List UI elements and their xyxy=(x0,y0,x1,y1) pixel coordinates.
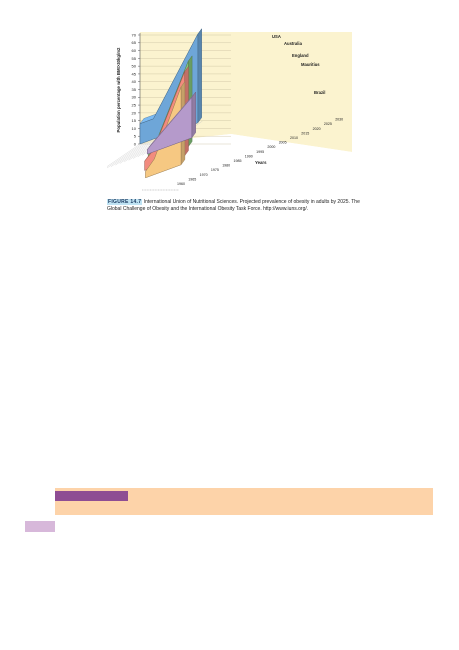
y-tick-label: 55 xyxy=(132,56,137,61)
y-tick-label: 15 xyxy=(132,118,137,123)
x-tick-label: 1985 xyxy=(234,159,242,163)
floor-gridline xyxy=(115,138,154,166)
side-box xyxy=(25,521,55,532)
x-tick-label: 1975 xyxy=(211,168,219,172)
x-tick-label: 1980 xyxy=(222,164,230,168)
caption-label: FIGURE 14.7 xyxy=(107,199,143,205)
series-label-england: England xyxy=(292,53,309,58)
series-label-australia: Australia xyxy=(284,41,303,46)
figure-caption: FIGURE 14.7 International Union of Nutri… xyxy=(107,199,369,213)
y-tick-label: 45 xyxy=(132,71,137,76)
x-tick-label: 1960 xyxy=(177,182,185,186)
series-end-brazil xyxy=(191,91,196,139)
floor-gridline xyxy=(110,140,149,167)
floor-gridline xyxy=(107,143,141,167)
x-tick-label: 2005 xyxy=(279,141,287,145)
series-label-brazil: Brazil xyxy=(314,90,325,95)
caption-text: International Union of Nutritional Scien… xyxy=(107,199,360,212)
series-label-mauritius: Mauritius xyxy=(301,62,320,67)
x-tick-label: 1995 xyxy=(256,150,264,154)
x-tick-label: 2020 xyxy=(313,127,321,131)
series-face-mauritius xyxy=(145,86,182,179)
floor-gridline xyxy=(119,137,158,164)
y-tick-label: 0 xyxy=(134,141,137,146)
floor-gridline xyxy=(107,142,145,169)
series-face-brazil xyxy=(147,96,193,155)
x-tick-label: 2025 xyxy=(324,122,332,126)
x-tick-label: 1970 xyxy=(200,173,208,177)
side-wall xyxy=(231,32,352,152)
y-axis-label: Population percentage with BMI>30kg/m2 xyxy=(116,47,121,132)
x-tick-label: 2000 xyxy=(267,145,275,149)
y-tick-label: 35 xyxy=(132,87,137,92)
x-tick-label: 2010 xyxy=(290,136,298,140)
banner-tab xyxy=(55,491,128,501)
series-end-usa xyxy=(197,28,202,124)
x-tick-label: 2015 xyxy=(301,131,309,135)
x-tick-label: 1965 xyxy=(188,177,196,181)
y-tick-label: 5 xyxy=(134,134,137,139)
obesity-chart: 0 5 10 15 20 25 30 35 40 45 50 55 60 65 70 1960 1965 1970… xyxy=(107,22,359,194)
y-tick-label: 10 xyxy=(132,126,137,131)
y-tick-label: 40 xyxy=(132,79,137,84)
y-tick-label: 70 xyxy=(132,32,137,37)
floor xyxy=(140,134,352,182)
chart-svg: 0510152025303540455055606570196019651970… xyxy=(107,28,352,191)
x-tick-label: 2030 xyxy=(335,118,343,122)
y-tick-label: 65 xyxy=(132,40,137,45)
x-axis-label: Years xyxy=(255,160,267,165)
series-label-usa: USA xyxy=(272,34,281,39)
y-tick-label: 60 xyxy=(132,48,137,53)
y-tick-label: 50 xyxy=(132,64,137,69)
x-tick-label: 1990 xyxy=(245,154,253,158)
y-tick-label: 25 xyxy=(132,102,137,107)
y-tick-label: 30 xyxy=(132,95,137,100)
y-tick-label: 20 xyxy=(132,110,137,115)
